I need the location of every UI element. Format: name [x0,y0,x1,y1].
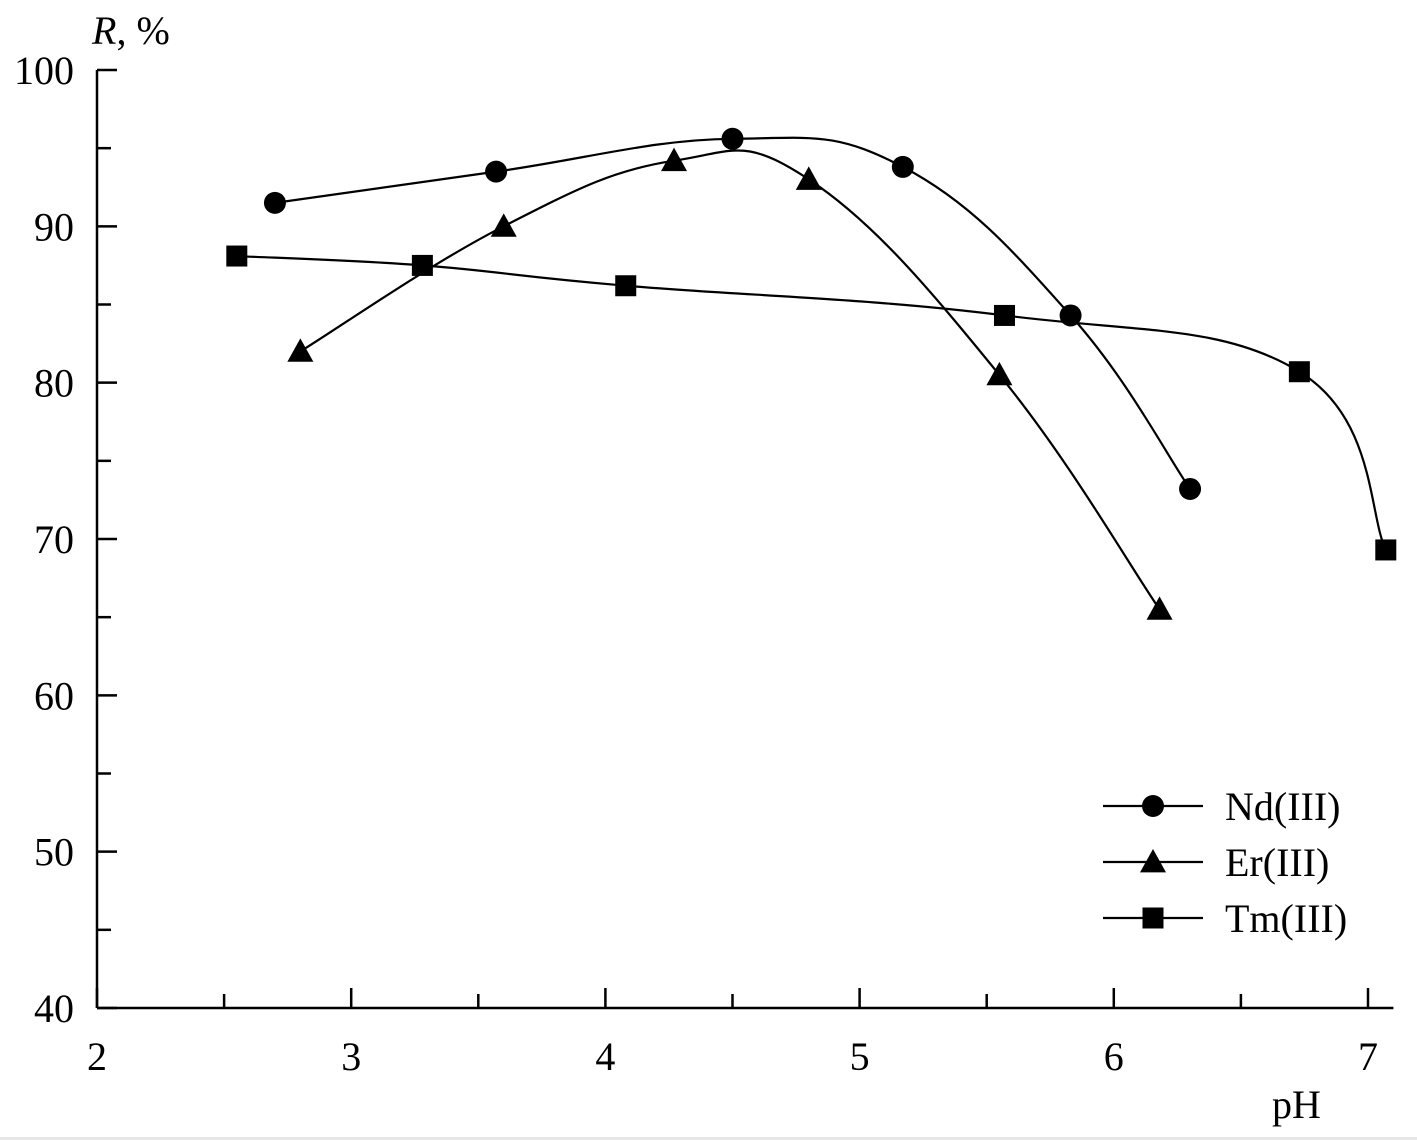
y-tick-label: 90 [34,204,74,249]
data-point-nd-iii [485,160,508,183]
data-point-nd-iii [263,191,286,214]
legend: Nd(III) Er(III) Tm(III) [1103,784,1347,941]
legend-marker-square [1142,907,1164,929]
data-point-tm-iii [411,254,433,276]
series-line-tm-iii [236,254,1387,551]
axes: 40 50 60 70 80 90 100 2 3 4 5 6 7 [14,48,1394,1079]
x-tick-label: 3 [341,1034,361,1079]
legend-label: Tm(III) [1225,896,1347,941]
data-point-nd-iii [891,155,914,178]
data-point-nd-iii [721,127,744,150]
data-point-tm-iii [226,245,248,267]
legend-marker-circle [1142,795,1164,817]
y-tick-label: 70 [34,517,74,562]
y-axis-variable: R [91,8,116,53]
data-point-tm-iii [993,304,1015,326]
x-tick-label: 6 [1104,1034,1124,1079]
data-point-er-iii [795,166,822,190]
x-tick-label: 2 [87,1034,107,1079]
legend-entry-tm-iii: Tm(III) [1103,896,1347,941]
y-tick-label: 50 [34,830,74,875]
y-axis-unit: , % [116,8,169,53]
data-point-tm-iii [1288,361,1310,383]
y-tick-label: 40 [34,986,74,1031]
x-tick-label: 5 [850,1034,870,1079]
series-er-iii [287,147,1173,620]
x-axis-title: pH [1272,1082,1321,1127]
data-point-er-iii [661,147,688,172]
data-point-tm-iii [615,275,637,297]
data-point-nd-iii [1179,477,1202,500]
series-nd-iii [263,127,1202,500]
legend-entry-er-iii: Er(III) [1103,840,1329,885]
y-tick-label: 60 [34,673,74,718]
x-tick-label: 4 [595,1034,615,1079]
data-point-er-iii [1146,596,1173,620]
legend-label: Nd(III) [1225,784,1341,829]
data-point-er-iii [490,213,517,237]
y-axis-title: R, % [91,8,170,53]
legend-entry-nd-iii: Nd(III) [1103,784,1341,829]
legend-marker-triangle [1140,849,1166,873]
series-line-nd-iii [274,136,1192,490]
data-point-er-iii [986,361,1013,386]
data-point-er-iii [287,338,314,362]
y-tick-label: 80 [34,361,74,406]
y-tick-label: 100 [14,48,74,93]
bottom-rule [0,1137,1417,1140]
series-tm-iii [226,245,1397,561]
legend-label: Er(III) [1225,840,1329,885]
data-point-tm-iii [1375,539,1397,561]
series-layer [226,127,1397,620]
x-tick-label: 7 [1358,1034,1378,1079]
series-line-er-iii [299,149,1161,611]
